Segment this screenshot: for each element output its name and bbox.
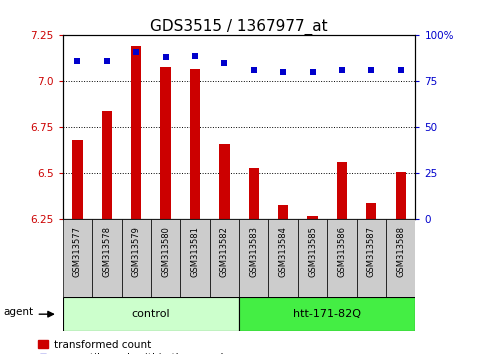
Text: GSM313587: GSM313587	[367, 226, 376, 277]
Text: GSM313581: GSM313581	[190, 226, 199, 276]
Bar	[160, 67, 171, 219]
Point	[221, 60, 228, 66]
Bar	[356, 219, 386, 297]
Text: GSM313585: GSM313585	[308, 226, 317, 276]
Bar	[63, 297, 239, 331]
Point	[191, 53, 199, 58]
Text: GSM313577: GSM313577	[73, 226, 82, 277]
Legend: transformed count, percentile rank within the sample: transformed count, percentile rank withi…	[38, 340, 229, 354]
Bar	[219, 144, 229, 219]
Text: control: control	[132, 309, 170, 319]
Text: GSM313579: GSM313579	[132, 226, 141, 276]
Bar	[131, 46, 142, 219]
Bar	[102, 111, 112, 219]
Bar	[63, 219, 92, 297]
Bar	[180, 219, 210, 297]
Bar	[210, 219, 239, 297]
Bar	[190, 69, 200, 219]
Point	[103, 58, 111, 64]
Text: GSM313580: GSM313580	[161, 226, 170, 276]
Text: GSM313582: GSM313582	[220, 226, 229, 276]
Point	[309, 69, 316, 75]
Bar	[269, 219, 298, 297]
Text: GSM313583: GSM313583	[249, 226, 258, 277]
Bar	[396, 172, 406, 219]
Bar	[239, 297, 415, 331]
Point	[250, 68, 257, 73]
Bar	[239, 219, 269, 297]
Text: GSM313586: GSM313586	[338, 226, 346, 277]
Text: GSM313584: GSM313584	[279, 226, 288, 276]
Text: htt-171-82Q: htt-171-82Q	[293, 309, 361, 319]
Point	[162, 55, 170, 60]
Text: agent: agent	[3, 308, 33, 318]
Bar	[327, 219, 356, 297]
Bar	[151, 219, 180, 297]
Text: GSM313588: GSM313588	[396, 226, 405, 277]
Bar	[307, 216, 318, 219]
Bar	[366, 203, 376, 219]
Point	[279, 69, 287, 75]
Point	[338, 68, 346, 73]
Bar	[386, 219, 415, 297]
Bar	[278, 205, 288, 219]
Point	[73, 58, 81, 64]
Bar	[122, 219, 151, 297]
Text: GSM313578: GSM313578	[102, 226, 112, 277]
Point	[397, 68, 405, 73]
Point	[368, 68, 375, 73]
Bar	[72, 140, 83, 219]
Bar	[249, 168, 259, 219]
Point	[132, 49, 140, 55]
Bar	[298, 219, 327, 297]
Bar	[92, 219, 122, 297]
Title: GDS3515 / 1367977_at: GDS3515 / 1367977_at	[150, 19, 328, 35]
Bar	[337, 162, 347, 219]
